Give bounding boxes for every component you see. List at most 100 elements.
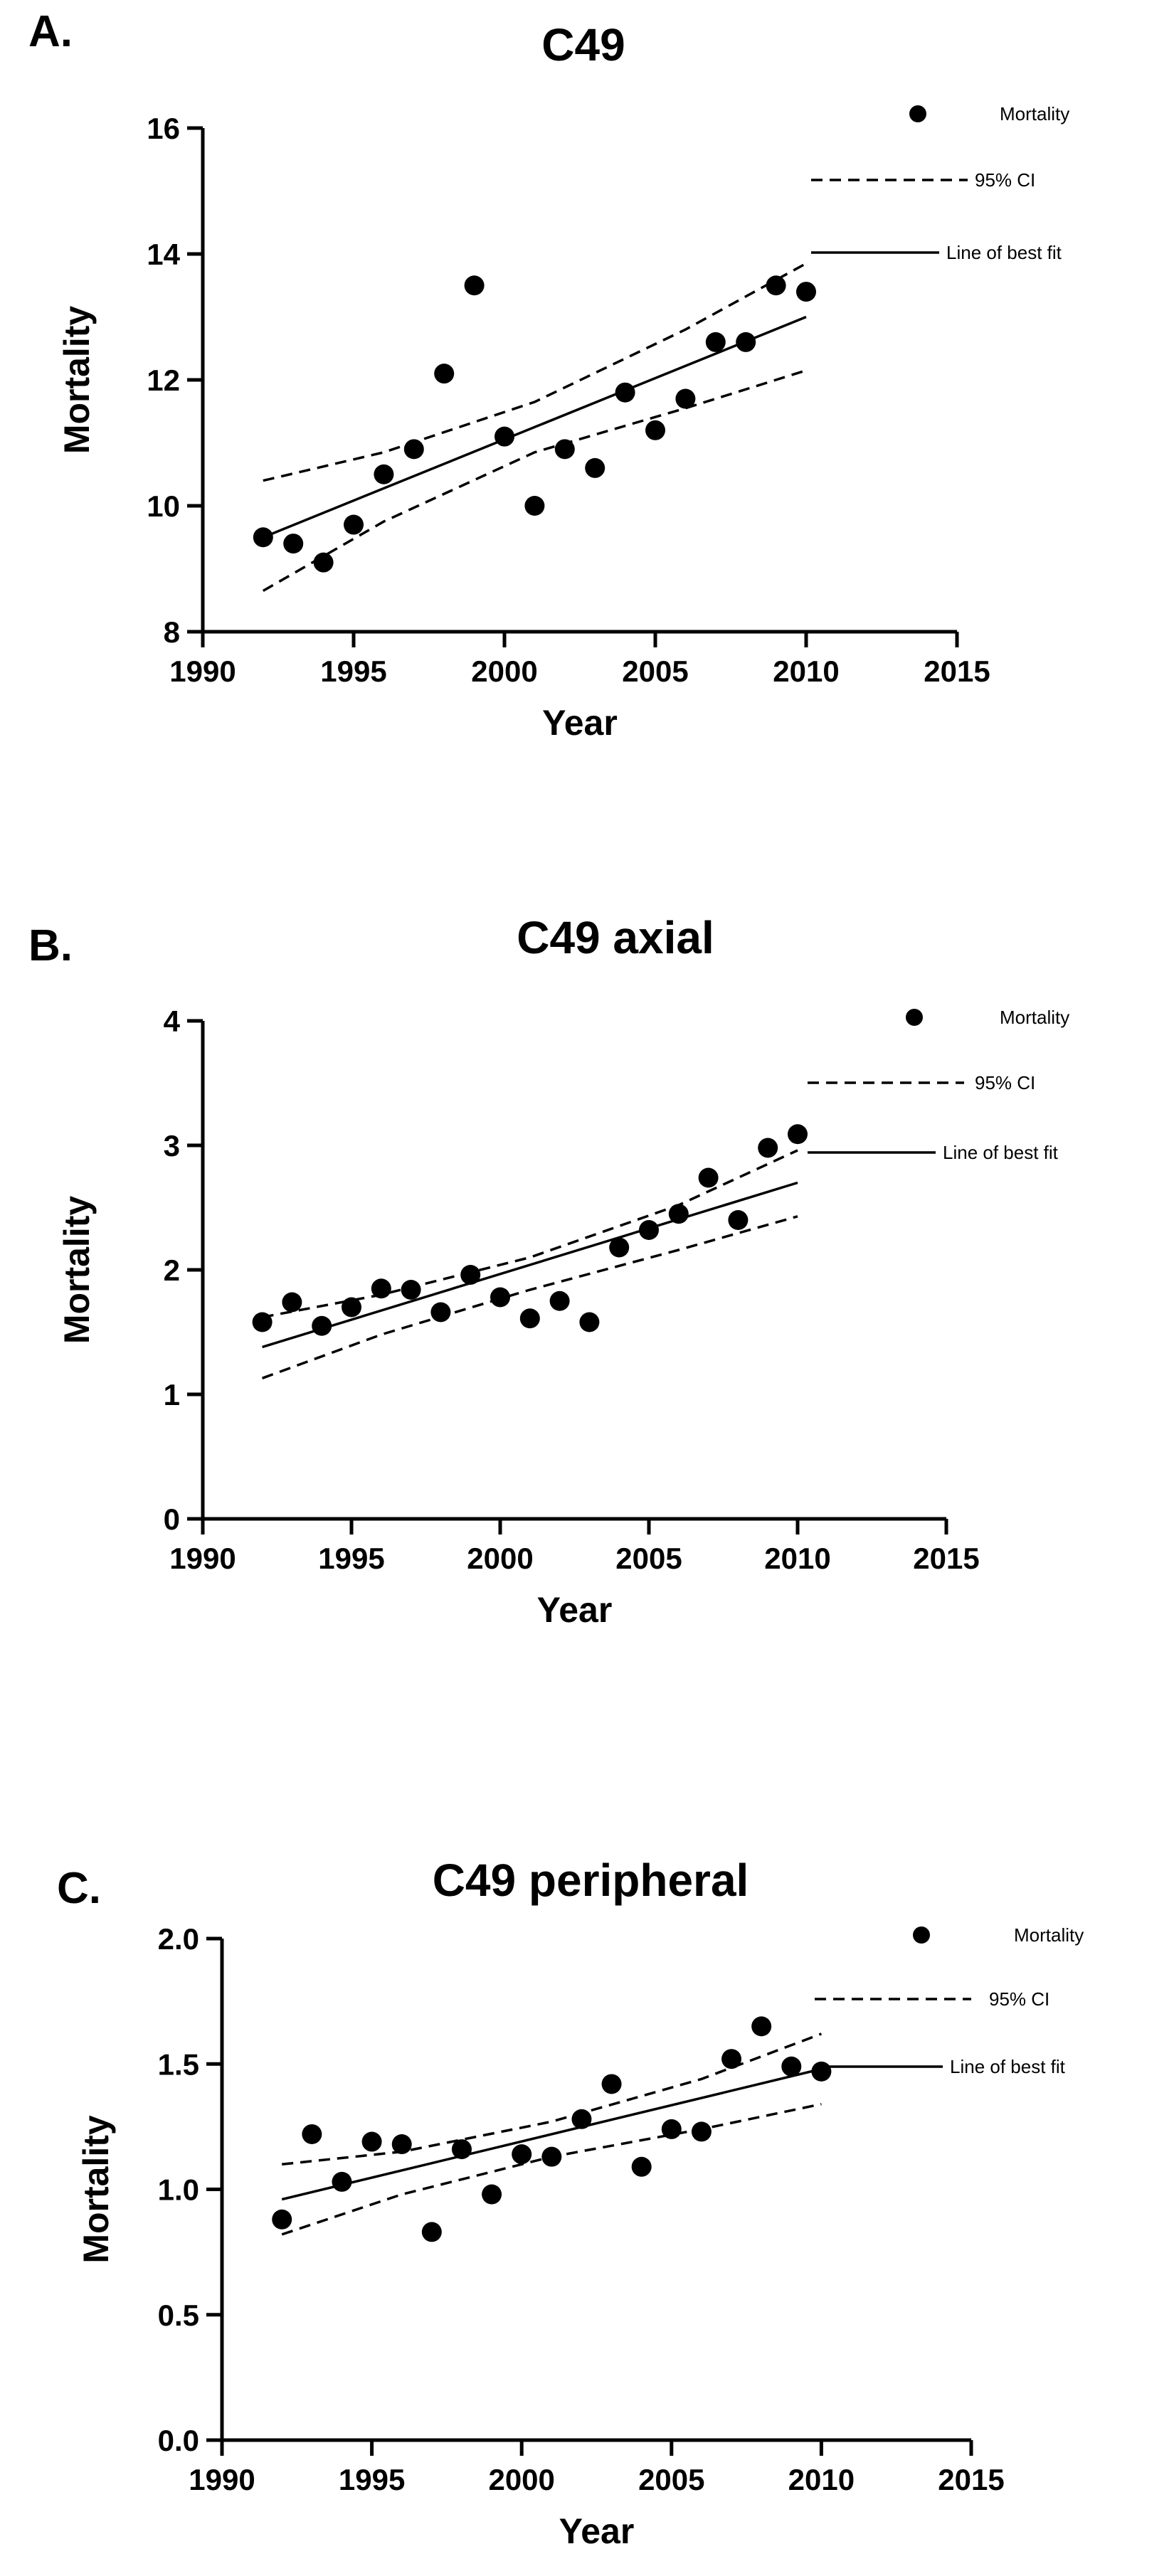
x-tick-label: 2010	[773, 654, 839, 688]
data-point	[751, 2016, 772, 2037]
legend-label-mortality: Mortality	[1000, 103, 1069, 124]
data-point	[609, 1237, 630, 1258]
x-tick-label: 2010	[788, 2463, 855, 2496]
legend-point-marker	[913, 1926, 930, 1944]
legend: Mortality 95% CI Line of best fit	[811, 103, 1069, 263]
x-tick-label: 1995	[320, 654, 386, 688]
ci-lower-line	[281, 2102, 822, 2236]
data-point	[788, 1124, 808, 1145]
data-point	[282, 1292, 302, 1313]
data-point	[758, 1138, 778, 1158]
data-point	[579, 1312, 600, 1332]
y-tick-label: 1.5	[158, 2047, 199, 2081]
y-tick-label: 2	[164, 1253, 180, 1287]
legend-label-mortality: Mortality	[1000, 1007, 1069, 1028]
legend: Mortality 95% CI Line of best fit	[808, 1007, 1069, 1163]
best-fit-line	[281, 2067, 822, 2201]
ci-upper-line	[263, 262, 807, 482]
best-fit-line	[263, 315, 807, 539]
data-point	[253, 527, 273, 548]
x-tick-label: 2005	[622, 654, 688, 688]
legend: Mortality 95% CI Line of best fit	[815, 1924, 1084, 2077]
data-point	[302, 2124, 322, 2144]
data-point	[554, 439, 575, 460]
y-axis-title: Mortality	[57, 1196, 97, 1345]
data-point	[374, 464, 394, 484]
data-point	[639, 1220, 659, 1240]
chart-panel-2: B. C49 axial 0 1 2 3 4 1990 1995 2000 2005 2010 2015…	[28, 912, 1069, 1630]
panel-letter: A.	[28, 7, 73, 56]
y-axis-title: Mortality	[76, 2115, 116, 2264]
data-point	[371, 1278, 391, 1299]
data-point	[728, 1210, 749, 1230]
panel-letter: C.	[57, 1864, 101, 1913]
data-point	[482, 2184, 502, 2205]
ci-upper-line	[262, 1149, 798, 1319]
data-point	[342, 1297, 361, 1318]
data-point	[272, 2209, 292, 2230]
y-tick-label: 14	[147, 238, 180, 271]
x-axis-title: Year	[542, 703, 618, 743]
data-point	[691, 2121, 712, 2142]
data-point	[541, 2146, 562, 2167]
data-point	[430, 1302, 451, 1323]
legend-label-ci: 95% CI	[975, 1072, 1035, 1093]
x-tick-label: 2005	[638, 2463, 704, 2496]
ci-upper-line	[282, 2032, 823, 2166]
data-point	[490, 1287, 510, 1308]
x-tick-label: 1990	[169, 654, 236, 688]
legend-label-fit: Line of best fit	[943, 1142, 1059, 1163]
y-tick-label: 4	[164, 1005, 181, 1038]
x-tick-label: 2000	[467, 1542, 533, 1575]
chart-title: C49 peripheral	[433, 1855, 749, 1906]
ci-lower-line	[262, 369, 807, 593]
data-point	[512, 2144, 532, 2165]
data-point	[524, 496, 545, 516]
data-point	[811, 2061, 832, 2082]
data-point	[736, 332, 756, 352]
ci-lower-line	[261, 1215, 798, 1379]
data-point	[313, 552, 334, 573]
data-point	[460, 1265, 481, 1285]
y-tick-label: 2.0	[158, 1922, 199, 1956]
data-point	[434, 364, 455, 384]
x-tick-label: 1995	[339, 2463, 405, 2496]
data-point	[796, 282, 816, 302]
x-tick-label: 1990	[169, 1542, 236, 1575]
data-point	[464, 275, 485, 296]
data-point	[283, 534, 304, 554]
y-tick-label: 8	[164, 615, 180, 649]
data-point	[312, 1315, 332, 1336]
data-point	[698, 1167, 719, 1188]
data-point	[549, 1290, 570, 1311]
data-point	[721, 2049, 742, 2069]
data-point	[781, 2056, 802, 2077]
x-tick-label: 2015	[924, 654, 990, 688]
x-tick-label: 2015	[938, 2463, 1004, 2496]
data-point	[401, 1280, 421, 1300]
data-point	[601, 2074, 622, 2094]
x-tick-label: 2015	[913, 1542, 979, 1575]
data-point	[451, 2139, 472, 2160]
x-axis-title: Year	[559, 2511, 635, 2551]
data-point	[668, 1204, 689, 1224]
data-point	[675, 388, 696, 409]
data-point	[615, 382, 635, 403]
y-tick-label: 0.0	[158, 2424, 199, 2457]
legend-label-mortality: Mortality	[1014, 1924, 1084, 1946]
data-point	[344, 514, 364, 535]
chart-title: C49	[541, 19, 625, 70]
x-tick-label: 1990	[189, 2463, 255, 2496]
y-tick-label: 0.5	[158, 2299, 199, 2332]
data-point	[645, 420, 665, 440]
data-point	[421, 2222, 442, 2242]
data-point	[361, 2131, 382, 2152]
data-point	[766, 275, 786, 296]
x-tick-label: 2000	[488, 2463, 554, 2496]
data-point	[252, 1312, 273, 1332]
chart-panel-3: C. C49 peripheral 0.0 0.5 1.0 1.5 2.0 1990 1995 2…	[57, 1855, 1084, 2551]
y-tick-label: 10	[147, 489, 180, 523]
data-point	[332, 2171, 352, 2192]
y-tick-label: 1.0	[158, 2173, 199, 2207]
